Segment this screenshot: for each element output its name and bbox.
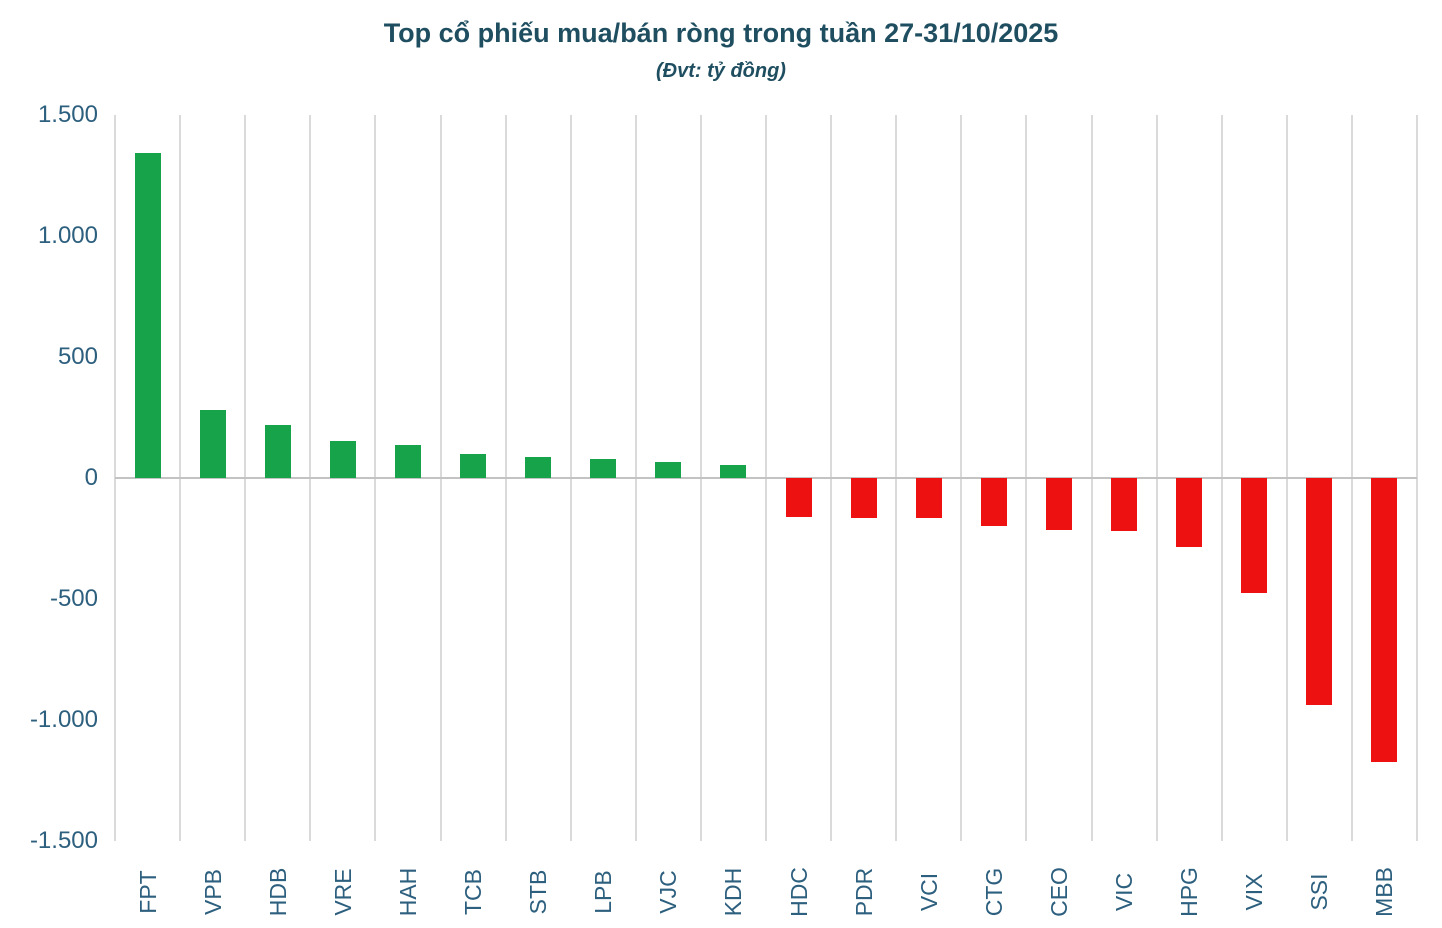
bar-HDC (785, 478, 812, 517)
x-tick-label: HDC (785, 867, 812, 917)
y-tick-label: 1.000 (37, 222, 98, 249)
x-tick-label: VIC (1111, 872, 1137, 912)
bar-TCB (460, 453, 487, 478)
x-tick-label: HPG (1176, 867, 1203, 917)
y-tick-label: 1.500 (37, 101, 98, 128)
bar-CEO (1045, 478, 1072, 530)
y-tick-label: -1.500 (29, 827, 98, 854)
x-tick-label: PDR (850, 867, 877, 917)
x-tick-label: SSI (1306, 873, 1333, 911)
x-tick-label: STB (525, 869, 552, 915)
x-tick-label: VCI (915, 872, 942, 912)
chart-subtitle: (Đvt: tỷ đồng) (656, 60, 786, 82)
y-tick-label: -1.000 (29, 706, 98, 733)
x-tick-label: HDB (264, 867, 291, 917)
bar-VRE (329, 440, 356, 478)
bar-FPT (134, 152, 161, 478)
x-tick-label: TCB (460, 869, 487, 915)
bar-STB (525, 456, 552, 478)
bar-HDB (264, 424, 291, 478)
y-tick-label: 0 (84, 464, 98, 491)
bar-PDR (850, 478, 877, 518)
x-tick-label: VJC (655, 870, 682, 914)
bar-KDH (720, 465, 747, 478)
bar-CTG (980, 478, 1007, 527)
x-tick-label: MBB (1371, 867, 1398, 917)
x-tick-label: HAH (394, 867, 421, 917)
bar-LPB (590, 459, 617, 478)
x-tick-label: FPT (134, 870, 161, 914)
bar-HAH (394, 445, 421, 478)
bar-VPB (199, 410, 226, 478)
bar-VCI (915, 478, 942, 519)
bar-MBB (1371, 478, 1398, 762)
x-tick-label: KDH (720, 867, 747, 917)
x-tick-label: CEO (1045, 867, 1072, 917)
x-tick-label: CTG (980, 867, 1007, 917)
bar-SSI (1306, 478, 1333, 705)
zero-axis-line (115, 477, 1417, 479)
y-tick-label: -500 (49, 585, 98, 612)
y-tick-label: 500 (57, 343, 98, 370)
x-tick-label: VRE (329, 868, 356, 916)
x-tick-label: VPB (199, 868, 226, 916)
x-tick-label: LPB (590, 870, 617, 914)
chart-title: Top cổ phiếu mua/bán ròng trong tuần 27-… (383, 18, 1059, 48)
bar-HPG (1176, 478, 1203, 547)
bar-VIC (1111, 478, 1137, 531)
category-gridline (1416, 115, 1418, 841)
bar-VIX (1241, 478, 1268, 593)
bar-VJC (655, 462, 682, 478)
x-tick-label: VIX (1241, 873, 1268, 911)
